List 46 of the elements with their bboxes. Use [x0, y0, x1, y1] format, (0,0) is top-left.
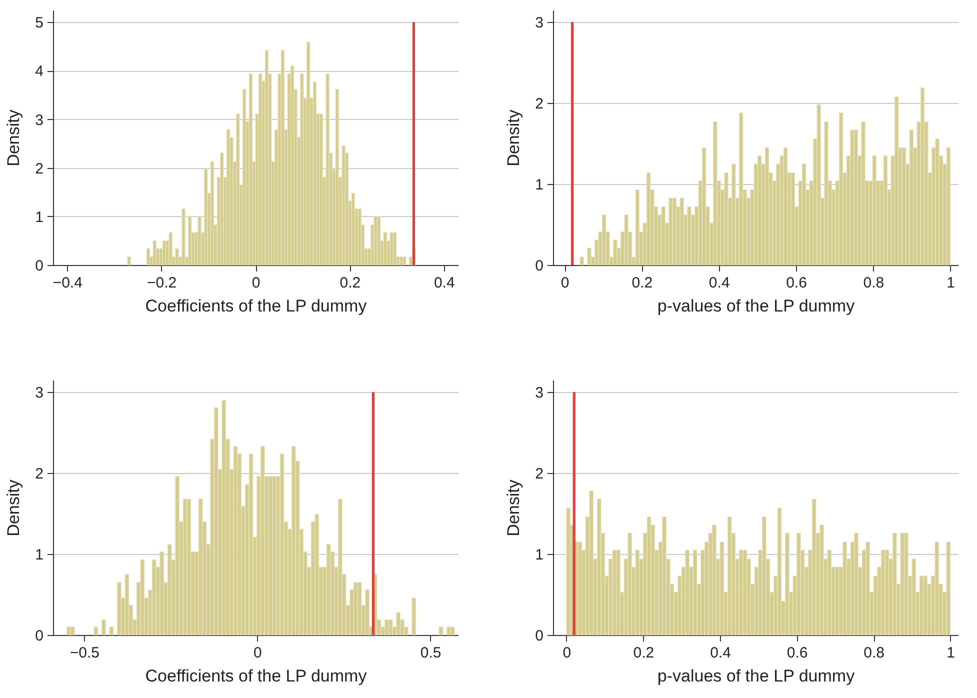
- x-axis-title: p-values of the LP dummy: [657, 296, 856, 316]
- x-tick-label: 0: [254, 644, 262, 662]
- x-tick-label: 0.4: [708, 274, 730, 292]
- x-tick-label: 0: [562, 644, 572, 662]
- y-tick-label: 3: [535, 14, 544, 32]
- x-tick-label: 0.2: [340, 274, 361, 292]
- x-tick-label: −0.2: [147, 274, 177, 292]
- y-tick-label: 1: [35, 546, 44, 564]
- x-axis-title: p-values of the LP dummy: [657, 666, 856, 686]
- y-tick-label: 2: [35, 160, 44, 178]
- y-axis-title: Density: [4, 109, 24, 166]
- y-axis-title: Density: [504, 479, 524, 536]
- x-tick-label: 0.5: [420, 644, 442, 662]
- y-tick-label: 3: [35, 384, 44, 402]
- x-tick-label: 0.4: [434, 274, 455, 292]
- x-tick-label: 0: [560, 274, 570, 292]
- y-tick-label: 5: [35, 14, 44, 32]
- x-tick-label: −0.4: [52, 274, 82, 292]
- y-tick-label: 2: [535, 96, 544, 113]
- x-tick-label: 0.6: [786, 644, 808, 662]
- y-tick-label: 0: [535, 258, 544, 274]
- y-tick-label: 0: [35, 628, 44, 644]
- x-tick-label: 0.8: [864, 644, 884, 662]
- y-tick-label: 4: [35, 63, 44, 80]
- x-tick-label: −0.5: [70, 644, 100, 662]
- x-tick-label: 0.8: [863, 274, 884, 292]
- y-tick-label: 3: [35, 112, 44, 129]
- y-tick-label: 3: [535, 384, 544, 402]
- y-tick-label: 0: [35, 258, 44, 274]
- x-axis-title: Coefficients of the LP dummy: [145, 666, 368, 686]
- y-tick-label: 1: [535, 546, 544, 564]
- y-tick-label: 0: [535, 628, 544, 644]
- y-axis-title: Density: [504, 109, 524, 166]
- x-axis-title: Coefficients of the LP dummy: [145, 296, 368, 316]
- x-tick-label: 1: [946, 274, 955, 292]
- y-tick-label: 1: [535, 176, 544, 194]
- y-axis-title: Density: [4, 479, 24, 536]
- x-tick-label: 1: [946, 644, 955, 662]
- x-tick-label: 0.2: [633, 644, 654, 662]
- x-tick-label: 0.2: [632, 274, 653, 292]
- y-tick-label: 1: [35, 208, 44, 226]
- x-tick-label: 0.4: [710, 644, 731, 662]
- y-tick-label: 2: [535, 466, 544, 483]
- y-tick-label: 2: [35, 466, 44, 483]
- x-tick-label: 0.6: [786, 274, 807, 292]
- x-tick-label: 0: [252, 274, 260, 292]
